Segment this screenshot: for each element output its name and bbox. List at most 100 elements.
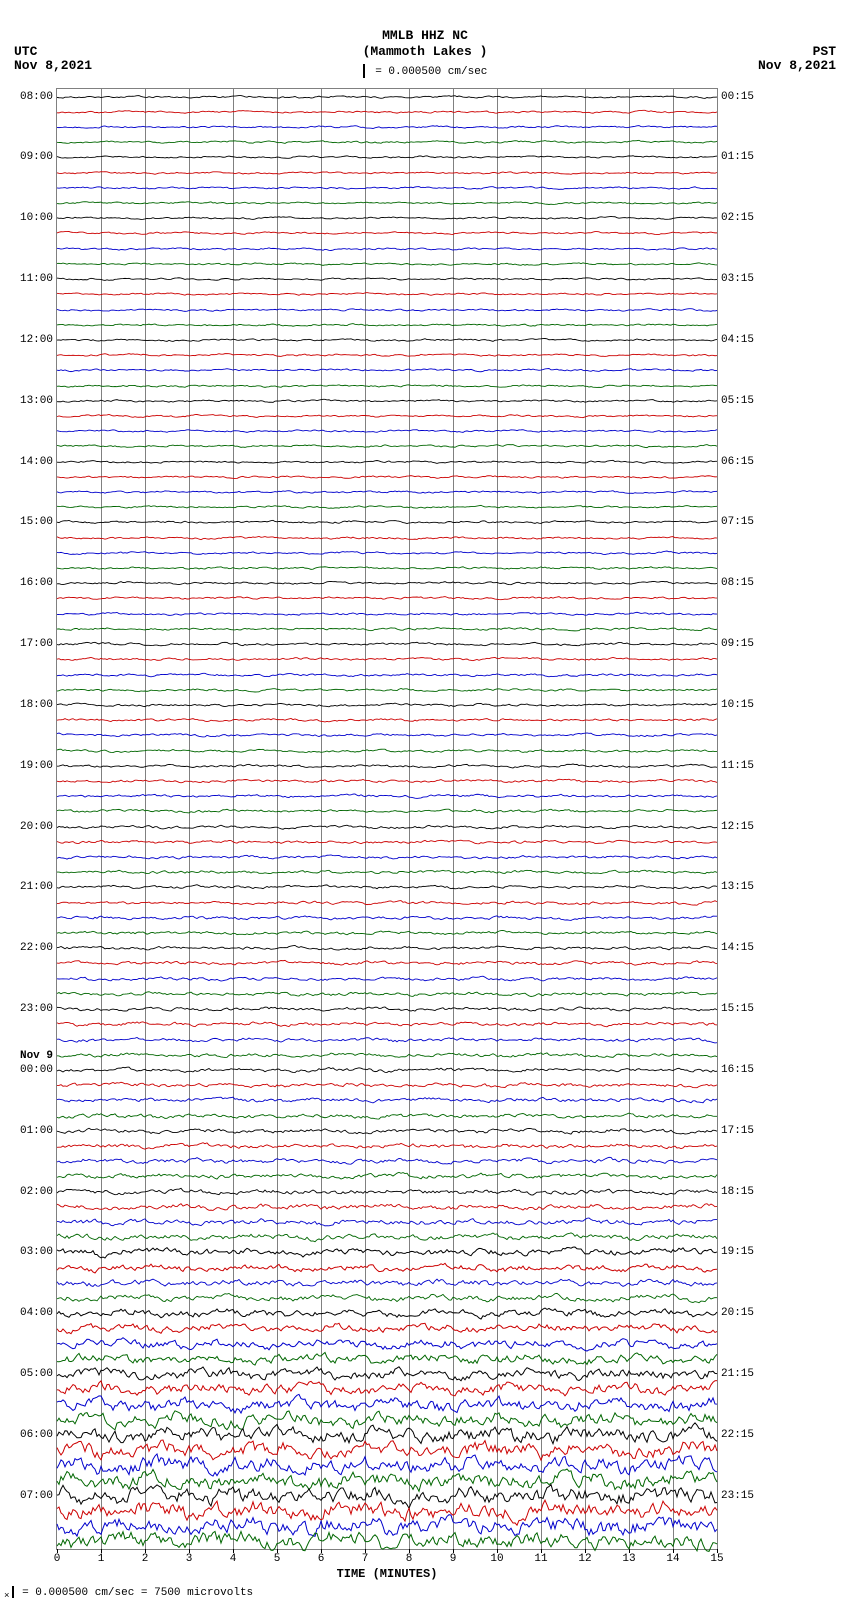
x-tick-label: 12 bbox=[578, 1553, 591, 1565]
day-break-label: Nov 9 bbox=[20, 1050, 53, 1062]
seismic-trace bbox=[57, 700, 717, 740]
seismic-trace bbox=[57, 122, 717, 162]
seismic-trace bbox=[57, 1339, 717, 1379]
seismic-trace bbox=[57, 107, 717, 147]
x-tick-label: 13 bbox=[622, 1553, 635, 1565]
x-tick-label: 14 bbox=[666, 1553, 679, 1565]
pst-time-label: 12:15 bbox=[721, 821, 754, 833]
seismic-trace bbox=[57, 1126, 717, 1166]
seismic-trace bbox=[57, 1202, 717, 1242]
seismic-trace bbox=[57, 350, 717, 390]
utc-time-label: 08:00 bbox=[20, 91, 53, 103]
utc-time-label: 13:00 bbox=[20, 395, 53, 407]
pst-time-label: 14:15 bbox=[721, 942, 754, 954]
grid-line bbox=[497, 89, 498, 1549]
seismic-trace bbox=[57, 153, 717, 193]
seismic-trace bbox=[57, 655, 717, 695]
seismic-trace bbox=[57, 396, 717, 436]
seismic-trace bbox=[57, 1430, 717, 1470]
seismic-trace bbox=[57, 883, 717, 923]
seismic-trace bbox=[57, 639, 717, 679]
seismic-trace bbox=[57, 1491, 717, 1531]
utc-time-label: 17:00 bbox=[20, 638, 53, 650]
footer-text: = 0.000500 cm/sec = 7500 microvolts bbox=[22, 1587, 253, 1599]
seismic-trace bbox=[57, 791, 717, 831]
seismic-trace bbox=[57, 366, 717, 406]
pst-time-label: 16:15 bbox=[721, 1064, 754, 1076]
utc-time-label: 10:00 bbox=[20, 212, 53, 224]
x-axis-title: TIME (MINUTES) bbox=[57, 1567, 717, 1581]
x-tick-label: 4 bbox=[230, 1553, 237, 1565]
seismic-trace bbox=[57, 715, 717, 755]
pst-time-label: 17:15 bbox=[721, 1125, 754, 1137]
seismic-trace bbox=[57, 290, 717, 330]
utc-time-label: 07:00 bbox=[20, 1490, 53, 1502]
pst-time-label: 22:15 bbox=[721, 1429, 754, 1441]
pst-time-label: 00:15 bbox=[721, 91, 754, 103]
seismic-trace bbox=[57, 502, 717, 542]
seismic-trace bbox=[57, 198, 717, 238]
seismic-trace bbox=[57, 746, 717, 786]
seismic-trace bbox=[57, 1156, 717, 1196]
seismic-trace bbox=[57, 1369, 717, 1409]
seismic-trace bbox=[57, 1476, 717, 1516]
timezone-left: UTC bbox=[14, 44, 37, 59]
station-location: (Mammoth Lakes ) bbox=[0, 44, 850, 59]
grid-line bbox=[453, 89, 454, 1549]
utc-time-label: 12:00 bbox=[20, 334, 53, 346]
seismic-trace bbox=[57, 822, 717, 862]
seismic-trace bbox=[57, 761, 717, 801]
pst-time-label: 18:15 bbox=[721, 1186, 754, 1198]
seismic-trace bbox=[57, 183, 717, 223]
pst-time-label: 21:15 bbox=[721, 1368, 754, 1380]
seismic-trace bbox=[57, 1096, 717, 1136]
seismic-trace bbox=[57, 928, 717, 968]
seismic-trace bbox=[57, 609, 717, 649]
seismic-trace bbox=[57, 974, 717, 1014]
seismic-trace bbox=[57, 426, 717, 466]
utc-time-label: 20:00 bbox=[20, 821, 53, 833]
seismic-trace bbox=[57, 381, 717, 421]
pst-time-label: 23:15 bbox=[721, 1490, 754, 1502]
seismic-trace bbox=[57, 1172, 717, 1212]
plot-area: TIME (MINUTES) 012345678910111213141508:… bbox=[56, 88, 718, 1550]
grid-line bbox=[541, 89, 542, 1549]
pst-time-label: 08:15 bbox=[721, 577, 754, 589]
seismic-trace bbox=[57, 1111, 717, 1151]
seismic-trace bbox=[57, 1263, 717, 1303]
utc-time-label: 16:00 bbox=[20, 577, 53, 589]
x-tick-label: 8 bbox=[406, 1553, 413, 1565]
seismic-trace bbox=[57, 548, 717, 588]
seismic-trace bbox=[57, 1248, 717, 1288]
seismic-trace bbox=[57, 913, 717, 953]
seismic-trace bbox=[57, 1187, 717, 1227]
pst-time-label: 06:15 bbox=[721, 456, 754, 468]
seismic-trace bbox=[57, 1400, 717, 1440]
seismic-trace bbox=[57, 989, 717, 1029]
seismic-trace bbox=[57, 229, 717, 269]
seismic-trace bbox=[57, 1080, 717, 1120]
grid-line bbox=[585, 89, 586, 1549]
grid-line bbox=[409, 89, 410, 1549]
utc-time-label: 23:00 bbox=[20, 1003, 53, 1015]
utc-time-label: 19:00 bbox=[20, 760, 53, 772]
grid-line bbox=[277, 89, 278, 1549]
seismic-trace bbox=[57, 1415, 717, 1455]
seismic-trace bbox=[57, 1354, 717, 1394]
pst-time-label: 09:15 bbox=[721, 638, 754, 650]
utc-time-label: 18:00 bbox=[20, 699, 53, 711]
utc-time-label: 05:00 bbox=[20, 1368, 53, 1380]
seismic-trace bbox=[57, 1020, 717, 1060]
grid-line bbox=[673, 89, 674, 1549]
seismogram-container: MMLB HHZ NC (Mammoth Lakes ) = 0.000500 … bbox=[0, 0, 850, 1613]
seismic-trace bbox=[57, 731, 717, 771]
grid-line bbox=[365, 89, 366, 1549]
grid-line bbox=[101, 89, 102, 1549]
seismic-trace bbox=[57, 563, 717, 603]
x-tick-label: 7 bbox=[362, 1553, 369, 1565]
utc-time-label: 03:00 bbox=[20, 1246, 53, 1258]
seismic-trace bbox=[57, 518, 717, 558]
x-tick-label: 11 bbox=[534, 1553, 547, 1565]
grid-line bbox=[189, 89, 190, 1549]
seismic-trace bbox=[57, 594, 717, 634]
